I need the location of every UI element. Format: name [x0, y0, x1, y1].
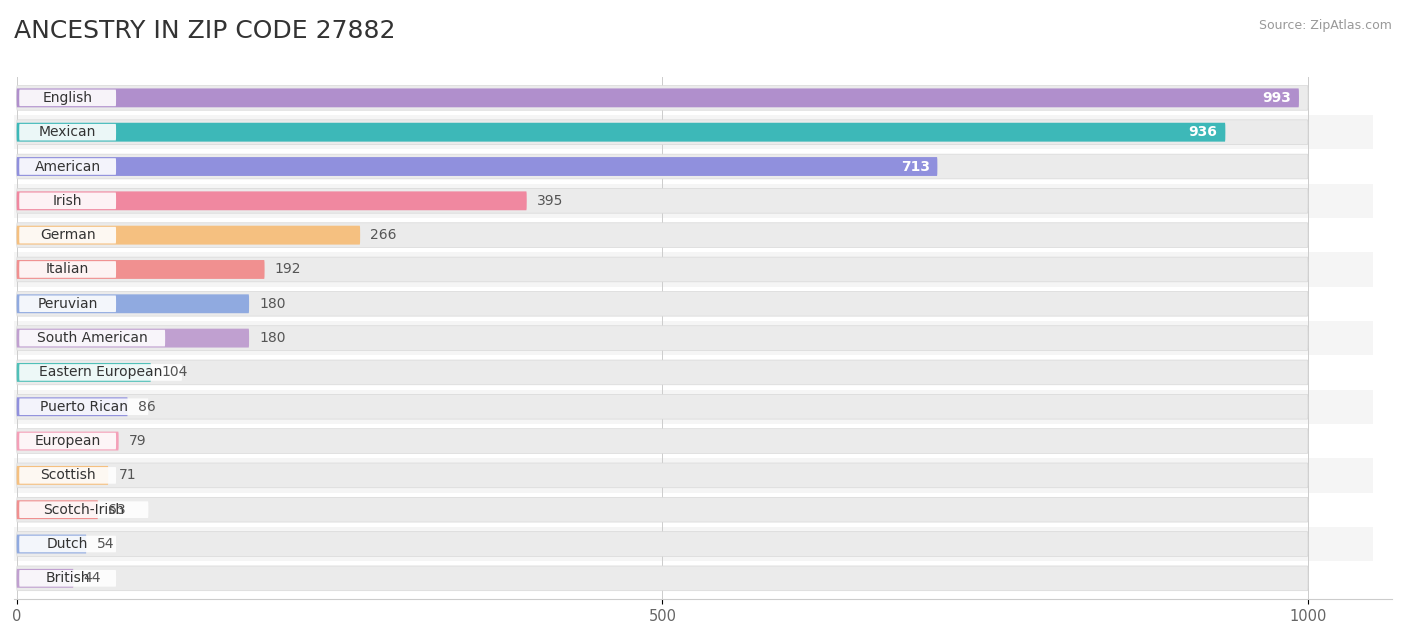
- Bar: [0, 355, 1372, 390]
- FancyBboxPatch shape: [17, 123, 1226, 142]
- Text: British: British: [45, 571, 90, 585]
- Bar: [0, 184, 1372, 218]
- Text: 192: 192: [276, 263, 301, 276]
- Text: Scottish: Scottish: [39, 468, 96, 482]
- Text: Puerto Rican: Puerto Rican: [39, 400, 128, 413]
- FancyBboxPatch shape: [20, 158, 117, 175]
- Text: 63: 63: [108, 503, 127, 516]
- Bar: [0, 115, 1372, 149]
- Text: 993: 993: [1263, 91, 1291, 105]
- FancyBboxPatch shape: [20, 330, 165, 346]
- Text: German: German: [39, 228, 96, 242]
- FancyBboxPatch shape: [20, 502, 149, 518]
- FancyBboxPatch shape: [20, 90, 117, 106]
- FancyBboxPatch shape: [17, 191, 527, 210]
- FancyBboxPatch shape: [17, 569, 73, 588]
- FancyBboxPatch shape: [17, 223, 1308, 247]
- FancyBboxPatch shape: [20, 261, 117, 278]
- Text: 180: 180: [260, 297, 285, 311]
- FancyBboxPatch shape: [17, 429, 1308, 453]
- FancyBboxPatch shape: [17, 466, 108, 485]
- Bar: [0, 424, 1372, 459]
- FancyBboxPatch shape: [17, 431, 118, 451]
- Text: 936: 936: [1188, 125, 1218, 139]
- Text: 44: 44: [84, 571, 101, 585]
- FancyBboxPatch shape: [17, 157, 938, 176]
- Bar: [0, 561, 1372, 596]
- Text: 395: 395: [537, 194, 564, 208]
- FancyBboxPatch shape: [17, 88, 1299, 108]
- FancyBboxPatch shape: [20, 124, 117, 140]
- Bar: [0, 252, 1372, 287]
- Text: Scotch-Irish: Scotch-Irish: [44, 503, 124, 516]
- FancyBboxPatch shape: [17, 225, 360, 245]
- Bar: [0, 218, 1372, 252]
- Text: Peruvian: Peruvian: [38, 297, 98, 311]
- FancyBboxPatch shape: [20, 193, 117, 209]
- Text: Eastern European: Eastern European: [39, 365, 162, 379]
- Text: 266: 266: [370, 228, 396, 242]
- FancyBboxPatch shape: [20, 536, 117, 553]
- FancyBboxPatch shape: [17, 260, 264, 279]
- Text: 104: 104: [162, 365, 187, 379]
- FancyBboxPatch shape: [17, 463, 1308, 488]
- Bar: [0, 493, 1372, 527]
- FancyBboxPatch shape: [17, 257, 1308, 282]
- FancyBboxPatch shape: [17, 120, 1308, 144]
- FancyBboxPatch shape: [20, 399, 149, 415]
- FancyBboxPatch shape: [17, 326, 1308, 350]
- FancyBboxPatch shape: [17, 397, 128, 416]
- Text: Source: ZipAtlas.com: Source: ZipAtlas.com: [1258, 19, 1392, 32]
- Bar: [0, 149, 1372, 184]
- FancyBboxPatch shape: [17, 535, 86, 553]
- Text: 71: 71: [118, 468, 136, 482]
- FancyBboxPatch shape: [17, 360, 1308, 384]
- Text: European: European: [35, 434, 101, 448]
- Text: 180: 180: [260, 331, 285, 345]
- FancyBboxPatch shape: [17, 328, 249, 348]
- Text: 86: 86: [138, 400, 156, 413]
- Bar: [0, 459, 1372, 493]
- FancyBboxPatch shape: [17, 497, 1308, 522]
- FancyBboxPatch shape: [17, 154, 1308, 179]
- Text: Italian: Italian: [46, 263, 89, 276]
- FancyBboxPatch shape: [20, 467, 117, 484]
- Bar: [0, 287, 1372, 321]
- Text: 713: 713: [901, 160, 929, 173]
- FancyBboxPatch shape: [20, 296, 117, 312]
- Bar: [0, 321, 1372, 355]
- FancyBboxPatch shape: [17, 294, 249, 313]
- Bar: [0, 527, 1372, 561]
- FancyBboxPatch shape: [20, 433, 117, 450]
- Text: 54: 54: [97, 537, 114, 551]
- FancyBboxPatch shape: [17, 500, 98, 519]
- Text: Dutch: Dutch: [46, 537, 89, 551]
- FancyBboxPatch shape: [17, 292, 1308, 316]
- FancyBboxPatch shape: [20, 570, 117, 587]
- Bar: [0, 80, 1372, 115]
- FancyBboxPatch shape: [20, 364, 181, 381]
- Text: Irish: Irish: [53, 194, 83, 208]
- Text: ANCESTRY IN ZIP CODE 27882: ANCESTRY IN ZIP CODE 27882: [14, 19, 395, 43]
- FancyBboxPatch shape: [17, 394, 1308, 419]
- FancyBboxPatch shape: [17, 566, 1308, 591]
- FancyBboxPatch shape: [17, 363, 150, 382]
- Text: English: English: [42, 91, 93, 105]
- Text: American: American: [35, 160, 101, 173]
- Text: South American: South American: [37, 331, 148, 345]
- FancyBboxPatch shape: [17, 86, 1308, 110]
- Text: 79: 79: [129, 434, 146, 448]
- FancyBboxPatch shape: [20, 227, 117, 243]
- FancyBboxPatch shape: [17, 189, 1308, 213]
- FancyBboxPatch shape: [17, 532, 1308, 556]
- Bar: [0, 390, 1372, 424]
- Text: Mexican: Mexican: [39, 125, 97, 139]
